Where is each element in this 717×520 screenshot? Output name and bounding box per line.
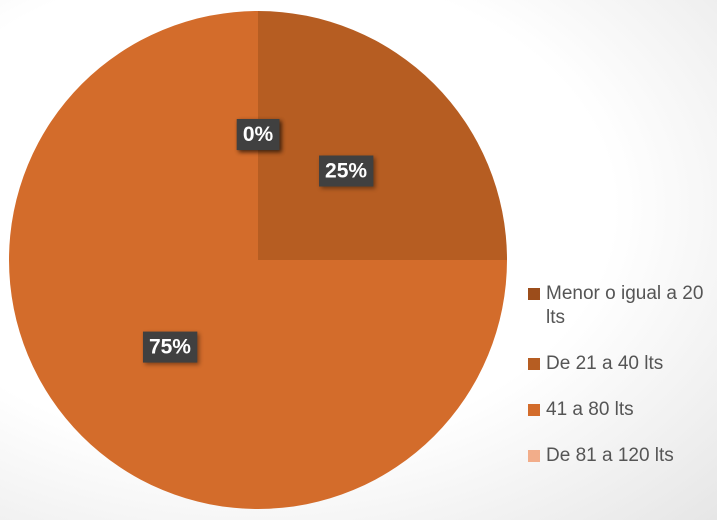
pie-slice: [258, 11, 507, 260]
data-label: 0%: [243, 123, 274, 146]
legend-label: De 21 a 40 lts: [546, 353, 664, 374]
data-label: 75%: [149, 336, 191, 359]
legend-swatch: [528, 450, 540, 462]
legend-item: 41 a 80 lts: [528, 398, 713, 422]
data-label-box: [319, 155, 374, 187]
pie-slice: [9, 11, 507, 509]
data-label-box: [142, 331, 198, 363]
legend-swatch: [528, 404, 540, 416]
legend-label: 41 a 80 lts: [546, 399, 634, 420]
data-label-box: [236, 119, 280, 151]
legend-label: Menor o igual a 20 lts: [546, 283, 704, 328]
legend: Menor o igual a 20 lts De 21 a 40 lts 41 a…: [528, 282, 713, 490]
legend-swatch: [528, 288, 540, 300]
data-label: 25%: [325, 160, 367, 183]
legend-swatch: [528, 358, 540, 370]
legend-label: De 81 a 120 lts: [546, 445, 674, 466]
legend-item: Menor o igual a 20 lts: [528, 282, 713, 330]
legend-item: De 21 a 40 lts: [528, 352, 713, 376]
legend-item: De 81 a 120 lts: [528, 444, 713, 468]
